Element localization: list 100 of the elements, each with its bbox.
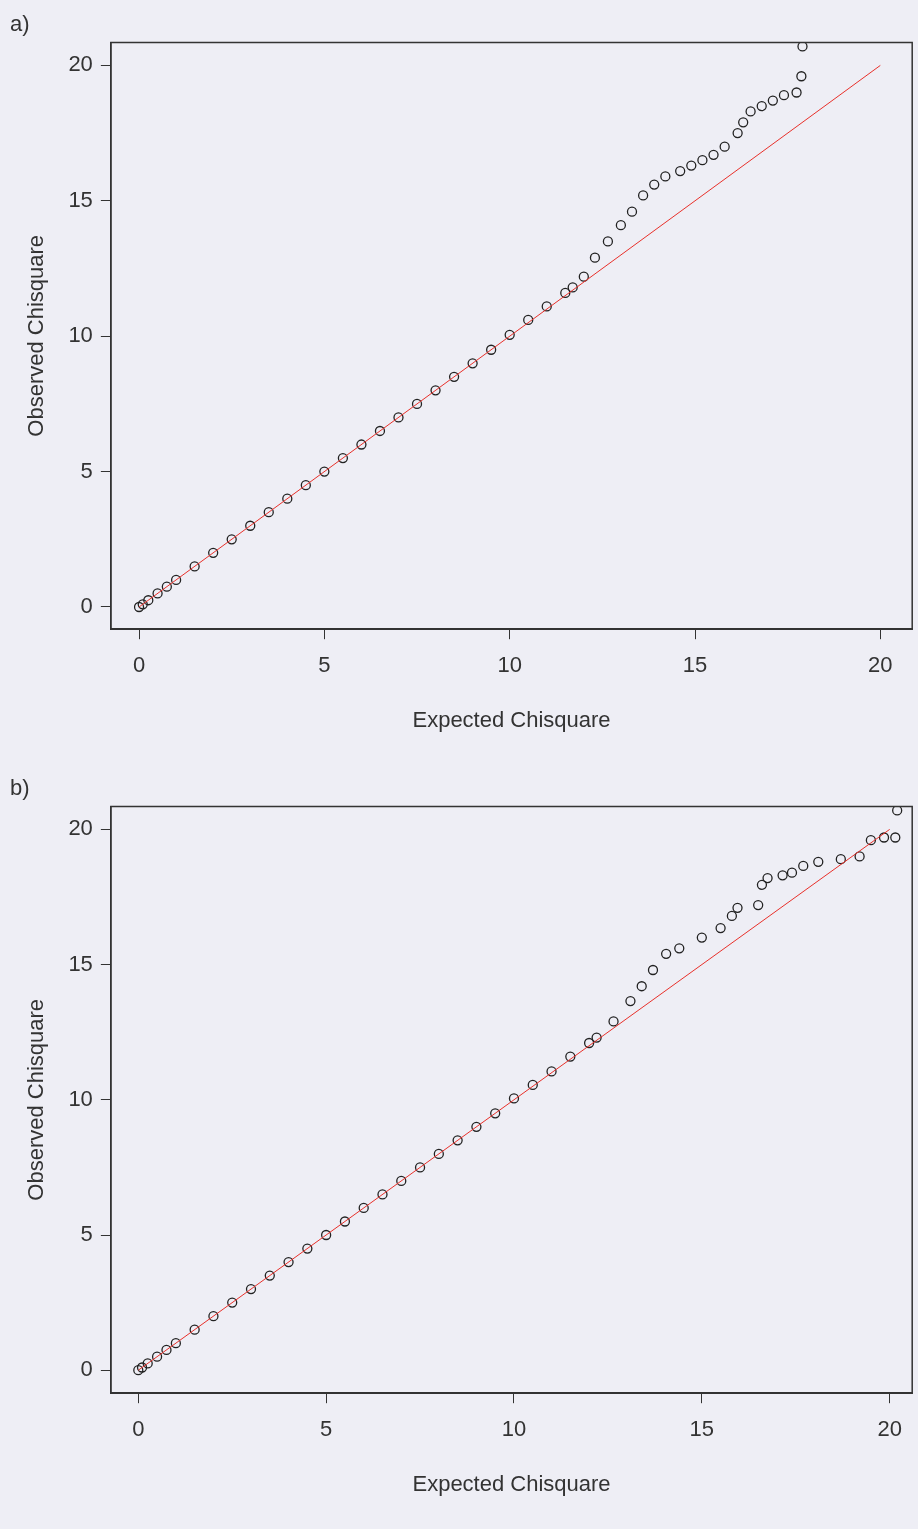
- point: [226, 534, 237, 545]
- point: [170, 574, 182, 586]
- point: [756, 100, 767, 112]
- point: [890, 832, 901, 843]
- point: [756, 879, 768, 890]
- point: [161, 581, 172, 592]
- point: [523, 314, 534, 326]
- point: [137, 599, 148, 610]
- y-tick-label: 5: [80, 1221, 93, 1247]
- point: [636, 981, 647, 992]
- x-tick-label: 0: [132, 652, 146, 678]
- point: [715, 922, 726, 934]
- point: [560, 287, 571, 299]
- x-tick-label: 10: [501, 1416, 527, 1442]
- point: [798, 860, 809, 872]
- x-axis-title: Expected Chisquare: [412, 706, 611, 732]
- point: [151, 1351, 163, 1362]
- point: [878, 832, 890, 843]
- point: [696, 932, 707, 943]
- y-axis-title: Observed Chisquare: [23, 998, 49, 1201]
- point: [430, 385, 441, 396]
- point: [762, 872, 773, 884]
- point: [660, 171, 671, 182]
- point: [625, 995, 636, 1007]
- point: [892, 806, 903, 816]
- x-tick-label: 20: [877, 1416, 902, 1442]
- point: [161, 1344, 172, 1356]
- x-tick-label: 15: [682, 652, 708, 678]
- point: [142, 1358, 153, 1369]
- y-tick-label: 0: [80, 1356, 93, 1382]
- point: [377, 1189, 388, 1200]
- point: [339, 1216, 351, 1227]
- point: [854, 851, 865, 862]
- point: [813, 856, 824, 867]
- point: [245, 520, 256, 531]
- point: [738, 117, 749, 128]
- point: [133, 1365, 144, 1376]
- point: [719, 141, 730, 152]
- point: [414, 1162, 426, 1173]
- point: [433, 1148, 444, 1160]
- y-tick-label: 20: [68, 51, 93, 77]
- y-tick-label: 10: [68, 1085, 93, 1111]
- y-tick-label: 15: [68, 186, 93, 212]
- point: [508, 1093, 520, 1104]
- point: [208, 547, 219, 558]
- point: [660, 948, 672, 959]
- point: [578, 271, 589, 282]
- point: [452, 1135, 463, 1146]
- x-tick-label: 5: [320, 1416, 333, 1442]
- chart-title: a): [10, 11, 30, 37]
- point: [732, 127, 743, 139]
- point: [674, 943, 685, 954]
- point: [697, 155, 708, 166]
- point: [767, 95, 778, 106]
- point: [608, 1016, 619, 1027]
- point: [565, 1051, 576, 1062]
- point: [490, 1108, 501, 1119]
- point: [189, 1324, 200, 1335]
- x-tick-label: 15: [689, 1416, 715, 1442]
- point: [136, 1362, 148, 1373]
- point: [541, 301, 552, 312]
- point: [726, 910, 738, 922]
- point: [745, 106, 756, 117]
- point: [471, 1121, 482, 1132]
- x-tick-label: 10: [497, 652, 522, 678]
- point: [753, 899, 764, 911]
- x-tick-label: 5: [318, 652, 331, 678]
- point: [358, 1202, 369, 1214]
- point: [504, 329, 515, 340]
- y-tick-label: 20: [68, 815, 93, 841]
- point: [626, 206, 638, 217]
- point: [708, 149, 719, 160]
- point: [791, 87, 802, 98]
- x-tick-label: 0: [132, 1416, 145, 1442]
- point: [865, 835, 877, 846]
- point: [796, 71, 807, 82]
- point: [319, 466, 330, 477]
- point: [589, 252, 601, 263]
- point: [778, 90, 790, 101]
- point: [467, 358, 478, 369]
- point: [396, 1175, 407, 1187]
- point: [227, 1297, 238, 1308]
- point: [591, 1032, 602, 1043]
- point: [637, 190, 649, 201]
- point: [649, 179, 660, 190]
- point: [245, 1283, 257, 1295]
- x-tick-label: 20: [868, 652, 893, 678]
- y-tick-label: 5: [80, 457, 93, 483]
- point: [675, 165, 686, 177]
- point: [264, 1270, 275, 1281]
- point: [300, 479, 311, 491]
- point: [208, 1310, 219, 1322]
- point: [152, 588, 163, 599]
- point: [189, 561, 200, 572]
- point: [374, 425, 386, 437]
- point: [615, 220, 627, 231]
- point: [263, 507, 274, 518]
- chart-title: b): [10, 775, 30, 801]
- point: [486, 344, 497, 355]
- y-tick-label: 10: [68, 322, 93, 348]
